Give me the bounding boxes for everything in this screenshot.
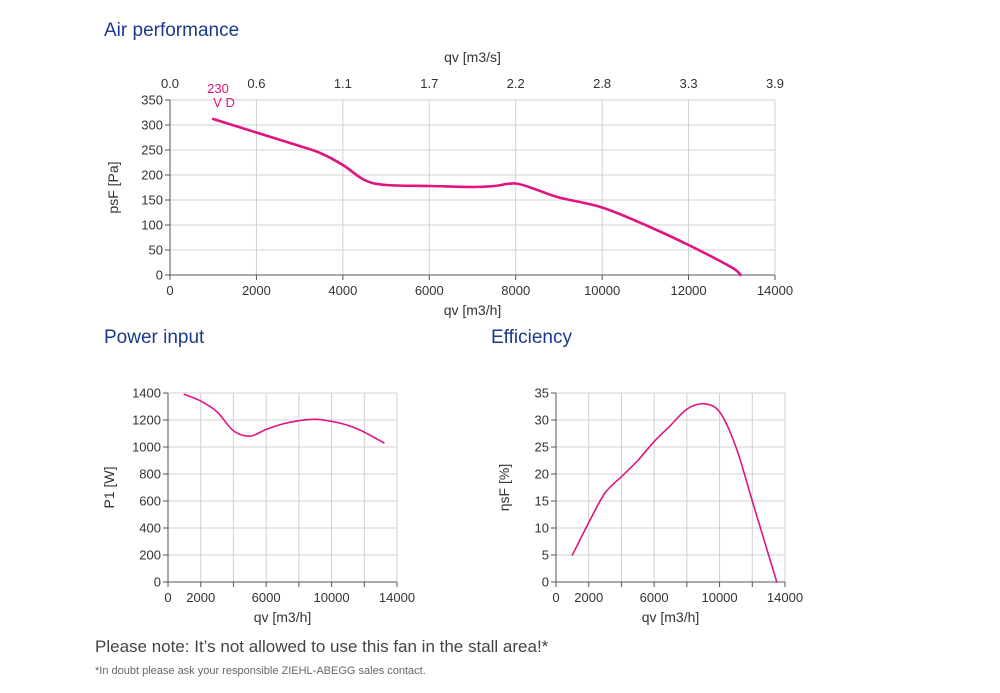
efficiency-chart: 0 5 10 15 20 25 30 35 0 2000 6000 10000 14000 qv [m3/… <box>496 386 803 626</box>
x-tick-label: 4000 <box>328 283 357 298</box>
top-axis-tick-label: 3.9 <box>766 76 784 91</box>
y-tick-label: 50 <box>149 243 163 258</box>
top-axis-tick-label: 0.6 <box>247 76 265 91</box>
y-tick-label: 150 <box>141 193 163 208</box>
y-tick-label: 300 <box>141 118 163 133</box>
x-tick-label: 14000 <box>379 590 415 605</box>
y-tick-label: 0 <box>542 575 549 590</box>
y-axis-title: P1 [W] <box>101 466 117 508</box>
y-tick-label: 1400 <box>132 386 161 401</box>
y-tick-label: 25 <box>535 440 549 455</box>
x-tick-label: 10000 <box>584 283 620 298</box>
y-tick-label: 15 <box>535 494 549 509</box>
x-tick-label: 2000 <box>574 590 603 605</box>
top-axis-tick-label: 1.1 <box>334 76 352 91</box>
x-tick-label: 0 <box>164 590 171 605</box>
x-tick-label: 10000 <box>313 590 349 605</box>
curve-annotation-label: 230 <box>207 81 229 96</box>
x-tick-label: 0 <box>166 283 173 298</box>
y-tick-label: 1000 <box>132 440 161 455</box>
series-line <box>211 117 742 277</box>
top-axis-tick-label: 1.7 <box>420 76 438 91</box>
y-tick-label: 0 <box>154 575 161 590</box>
sales-contact-footnote: *In doubt please ask your responsible ZI… <box>95 665 426 677</box>
power-input-title: Power input <box>104 327 205 348</box>
y-tick-label: 600 <box>139 494 161 509</box>
top-axis-title: qv [m3/s] <box>444 49 501 65</box>
efficiency-title: Efficiency <box>491 327 572 348</box>
y-tick-label: 250 <box>141 143 163 158</box>
air-performance-chart: 0 50 100 150 200 250 300 350 0 2000 4000 6000 8000 10… <box>105 49 793 318</box>
curve-annotation-label: V D <box>213 95 235 110</box>
y-axis-title: ηsF [%] <box>496 464 512 511</box>
series-line <box>571 402 778 583</box>
y-tick-label: 200 <box>139 548 161 563</box>
x-tick-label: 10000 <box>701 590 737 605</box>
top-axis-tick-label: 0.0 <box>161 76 179 91</box>
top-axis-tick-label: 3.3 <box>680 76 698 91</box>
y-tick-label: 35 <box>535 386 549 401</box>
x-tick-label: 14000 <box>757 283 793 298</box>
x-tick-label: 8000 <box>501 283 530 298</box>
x-tick-label: 0 <box>552 590 559 605</box>
stall-warning-note: Please note: It’s not allowed to use thi… <box>95 637 549 656</box>
y-tick-label: 100 <box>141 218 163 233</box>
x-tick-label: 14000 <box>767 590 803 605</box>
x-tick-label: 6000 <box>252 590 281 605</box>
y-tick-label: 1200 <box>132 413 161 428</box>
air-performance-title: Air performance <box>104 20 240 41</box>
y-tick-label: 800 <box>139 467 161 482</box>
x-axis-title: qv [m3/h] <box>444 302 502 318</box>
top-axis-tick-label: 2.2 <box>507 76 525 91</box>
series-line <box>183 393 385 444</box>
y-tick-label: 10 <box>535 521 549 536</box>
y-tick-label: 350 <box>141 93 163 108</box>
y-tick-label: 30 <box>535 413 549 428</box>
y-tick-label: 400 <box>139 521 161 536</box>
x-tick-label: 12000 <box>670 283 706 298</box>
x-axis-title: qv [m3/h] <box>254 609 312 625</box>
top-axis-tick-label: 2.8 <box>593 76 611 91</box>
y-tick-label: 20 <box>535 467 549 482</box>
x-tick-label: 2000 <box>242 283 271 298</box>
x-tick-label: 6000 <box>640 590 669 605</box>
x-tick-label: 6000 <box>415 283 444 298</box>
y-tick-label: 5 <box>542 548 549 563</box>
y-tick-label: 0 <box>156 268 163 283</box>
x-tick-label: 2000 <box>186 590 215 605</box>
y-tick-label: 200 <box>141 168 163 183</box>
x-axis-title: qv [m3/h] <box>642 609 700 625</box>
y-axis-title: psF [Pa] <box>105 161 121 213</box>
